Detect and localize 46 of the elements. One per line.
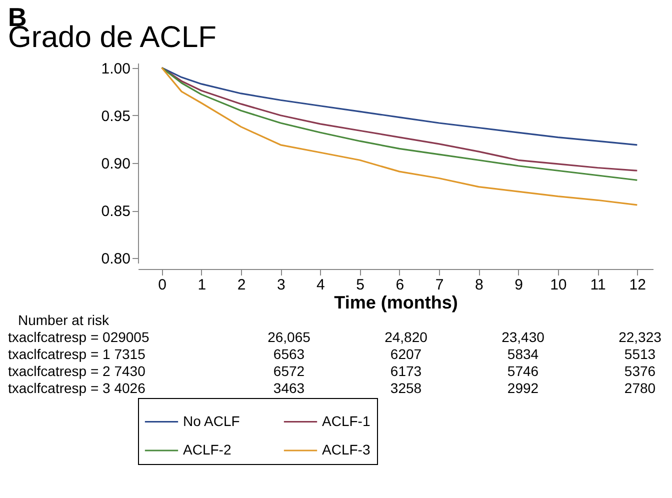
text: 5746 — [507, 363, 539, 379]
text: txaclfcatresp = 2 7430 — [8, 363, 146, 379]
text: 22,323 — [618, 329, 662, 345]
text: txaclfcatresp = 029005 — [8, 329, 150, 345]
text: 5376 — [624, 363, 656, 379]
text: 23,430 — [502, 329, 545, 345]
x-tick-label: 8 — [475, 276, 484, 294]
text: 6173 — [390, 363, 422, 379]
x-tick-label: 1 — [198, 276, 206, 294]
legend-label: ACLF-1 — [322, 412, 370, 429]
x-tick-label: 10 — [550, 276, 567, 294]
x-tick-label: 9 — [514, 276, 523, 294]
text: 6572 — [273, 363, 305, 379]
x-tick-label: 5 — [356, 276, 365, 294]
text: 24,820 — [384, 329, 428, 345]
text: 6563 — [273, 346, 305, 362]
text: 5834 — [507, 346, 539, 362]
y-tick-label: 0.90 — [101, 156, 130, 172]
line-series — [160, 66, 638, 146]
y-tick-label: 1.00 — [101, 60, 130, 78]
text: 2780 — [624, 380, 656, 396]
legend-label: No ACLF — [183, 412, 240, 429]
x-tick-label: 0 — [158, 276, 166, 294]
text: 26,065 — [268, 329, 311, 345]
x-tick-label: 12 — [629, 276, 646, 294]
legend-label: ACLF-3 — [322, 442, 370, 458]
text: 2992 — [507, 380, 539, 396]
legend-label: ACLF-2 — [183, 442, 232, 458]
text: 5513 — [624, 346, 656, 362]
line-series — [160, 66, 638, 206]
y-tick-label: 0.85 — [101, 203, 130, 220]
text: txaclfcatresp = 1 7315 — [8, 346, 146, 362]
y-tick-label: 0.80 — [101, 250, 130, 268]
text: 6207 — [390, 346, 422, 362]
x-tick-label: 3 — [276, 276, 286, 294]
x-tick-label: 7 — [435, 276, 444, 294]
x-tick-label: 11 — [590, 276, 606, 294]
x-tick-label: 6 — [396, 276, 404, 294]
text: Number at risk — [18, 312, 110, 328]
text: txaclfcatresp = 3 4026 — [8, 380, 146, 396]
text: 3258 — [390, 380, 422, 396]
x-tick-label: 2 — [237, 276, 246, 294]
y-tick-label: 0.95 — [101, 108, 130, 125]
x-tick-label: 4 — [316, 276, 325, 294]
x-axis-title: Time (months) — [334, 292, 458, 312]
text: 3463 — [273, 380, 305, 396]
